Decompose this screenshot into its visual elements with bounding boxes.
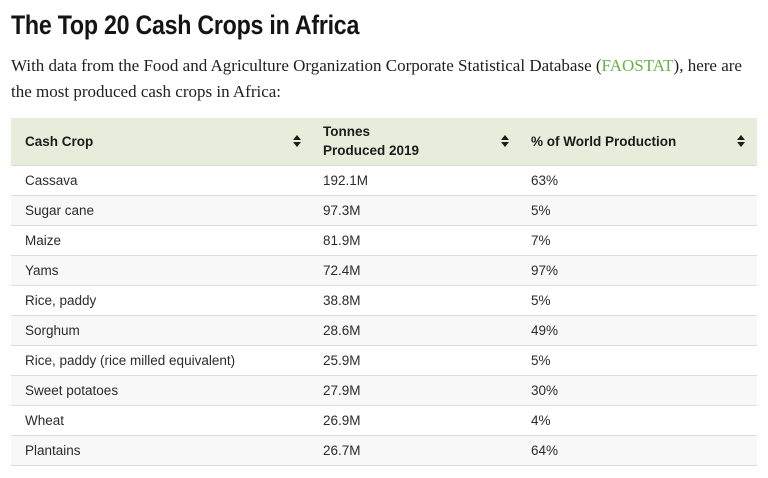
tonnes-cell: 26.7M xyxy=(313,435,521,466)
tonnes-cell: 72.4M xyxy=(313,255,521,286)
crop-name-cell: Cassava xyxy=(11,165,313,196)
world-production-cell: 7% xyxy=(521,225,757,256)
header-label-cash-crop: Cash Crop xyxy=(25,133,94,149)
crop-name-cell: Rice, paddy (rice milled equivalent) xyxy=(11,345,313,376)
table-row: Sweet potatoes 27.9M 30% xyxy=(11,375,757,406)
table-row: Sorghum 28.6M 49% xyxy=(11,315,757,346)
world-production-cell: 30% xyxy=(521,375,757,406)
table-row: Wheat 26.9M 4% xyxy=(11,405,757,436)
crop-name-cell: Wheat xyxy=(11,405,313,436)
intro-text-after: ), here are the most produced cash crops… xyxy=(11,56,742,101)
tonnes-cell: 97.3M xyxy=(313,195,521,226)
crop-name-cell: Sugar cane xyxy=(11,195,313,226)
table-row: Sugar cane 97.3M 5% xyxy=(11,195,757,226)
world-production-cell: 63% xyxy=(521,165,757,196)
article: The Top 20 Cash Crops in Africa With dat… xyxy=(11,10,757,466)
crop-name-cell: Plantains xyxy=(11,435,313,466)
table-row: Rice, paddy (rice milled equivalent) 25.9… xyxy=(11,345,757,376)
cash-crops-table: Cash Crop Tonnes Produced 2019 % of Worl… xyxy=(11,118,757,466)
table-row: Cassava 192.1M 63% xyxy=(11,165,757,196)
sort-icon[interactable] xyxy=(501,135,509,148)
tonnes-cell: 38.8M xyxy=(313,285,521,316)
intro-paragraph: With data from the Food and Agriculture … xyxy=(11,53,757,105)
world-production-cell: 4% xyxy=(521,405,757,436)
world-production-cell: 5% xyxy=(521,195,757,226)
intro-text-before: With data from the Food and Agriculture … xyxy=(11,56,602,75)
world-production-cell: 5% xyxy=(521,345,757,376)
header-tonnes-produced[interactable]: Tonnes Produced 2019 xyxy=(313,118,521,166)
table-body: Cassava 192.1M 63% Sugar cane 97.3M 5% Maize 81… xyxy=(11,165,757,466)
tonnes-cell: 26.9M xyxy=(313,405,521,436)
crop-name-cell: Sorghum xyxy=(11,315,313,346)
sort-icon[interactable] xyxy=(737,135,745,148)
page-title: The Top 20 Cash Crops in Africa xyxy=(11,10,360,40)
header-cash-crop[interactable]: Cash Crop xyxy=(11,118,313,166)
world-production-cell: 64% xyxy=(521,435,757,466)
table-row: Plantains 26.7M 64% xyxy=(11,435,757,466)
tonnes-cell: 81.9M xyxy=(313,225,521,256)
table-header-row: Cash Crop Tonnes Produced 2019 % of Worl… xyxy=(11,118,757,166)
world-production-cell: 97% xyxy=(521,255,757,286)
header-label-world-pct: % of World Production xyxy=(531,133,677,149)
tonnes-cell: 27.9M xyxy=(313,375,521,406)
table-row: Maize 81.9M 7% xyxy=(11,225,757,256)
tonnes-cell: 192.1M xyxy=(313,165,521,196)
crop-name-cell: Yams xyxy=(11,255,313,286)
world-production-cell: 49% xyxy=(521,315,757,346)
header-label-tonnes: Tonnes Produced 2019 xyxy=(323,124,420,159)
world-production-cell: 5% xyxy=(521,285,757,316)
sort-icon[interactable] xyxy=(293,135,301,148)
crop-name-cell: Maize xyxy=(11,225,313,256)
tonnes-cell: 28.6M xyxy=(313,315,521,346)
table-row: Yams 72.4M 97% xyxy=(11,255,757,286)
faostat-link[interactable]: FAOSTAT xyxy=(601,56,674,75)
table-row: Rice, paddy 38.8M 5% xyxy=(11,285,757,316)
crop-name-cell: Rice, paddy xyxy=(11,285,313,316)
tonnes-cell: 25.9M xyxy=(313,345,521,376)
crop-name-cell: Sweet potatoes xyxy=(11,375,313,406)
header-world-production[interactable]: % of World Production xyxy=(521,118,757,166)
